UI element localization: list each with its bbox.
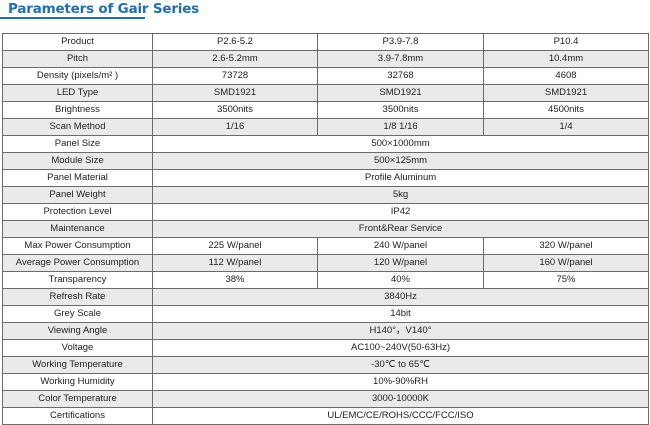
- value-cell: 3.9-7.8mm: [317, 50, 484, 68]
- table-row: Certifications UL/EMC/CE/ROHS/CCC/FCC/ISO: [2, 407, 649, 425]
- table-row: Voltage AC100~240V(50-63Hz): [2, 339, 649, 357]
- title-underline: [0, 17, 145, 19]
- merged-value-cell: 10%-90%RH: [152, 373, 649, 391]
- table-row: Refresh Rate 3840Hz: [2, 288, 649, 306]
- row-label-cell: Viewing Angle: [2, 322, 153, 340]
- row-label-cell: Panel Size: [2, 135, 153, 153]
- row-label-cell: Brightness: [2, 101, 153, 119]
- value-cell: 40%: [317, 271, 484, 289]
- table-row: Average Power Consumption 112 W/panel 120 …: [2, 254, 649, 272]
- header-label-cell: Product: [2, 33, 153, 51]
- merged-value-cell: 500×1000mm: [152, 135, 649, 153]
- row-label-cell: Transparency: [2, 271, 153, 289]
- value-cell: 3500nits: [317, 101, 484, 119]
- value-cell: 225 W/panel: [152, 237, 318, 255]
- merged-value-cell: 3840Hz: [152, 288, 649, 306]
- value-cell: 1/16: [152, 118, 318, 136]
- table-row: Panel Size 500×1000mm: [2, 135, 649, 153]
- value-cell: 4608: [483, 67, 649, 85]
- row-label-cell: LED Type: [2, 84, 153, 102]
- table-row: Grey Scale 14bit: [2, 305, 649, 323]
- merged-value-cell: 500×125mm: [152, 152, 649, 170]
- value-cell: 160 W/panel: [483, 254, 649, 272]
- row-label-cell: Maintenance: [2, 220, 153, 238]
- row-label-cell: Average Power Consumption: [2, 254, 153, 272]
- table-row: Pitch 2.6-5.2mm 3.9-7.8mm 10.4mm: [2, 50, 649, 68]
- table-row: Panel Material Profile Aluminum: [2, 169, 649, 187]
- value-cell: 73728: [152, 67, 318, 85]
- table-row: Color Temperature 3000-10000K: [2, 390, 649, 408]
- row-label-cell: Working Temperature: [2, 356, 153, 374]
- value-cell: 320 W/panel: [483, 237, 649, 255]
- row-label-cell: Certifications: [2, 407, 153, 425]
- row-label-cell: Module Size: [2, 152, 153, 170]
- table-row: Viewing Angle H140°，V140°: [2, 322, 649, 340]
- table-row: Module Size 500×125mm: [2, 152, 649, 170]
- table-row: Panel Weight 5kg: [2, 186, 649, 204]
- merged-value-cell: UL/EMC/CE/ROHS/CCC/FCC/ISO: [152, 407, 649, 425]
- row-label-cell: Scan Method: [2, 118, 153, 136]
- value-cell: SMD1921: [483, 84, 649, 102]
- row-label-cell: Protection Level: [2, 203, 153, 221]
- row-label-cell: Refresh Rate: [2, 288, 153, 306]
- row-label-cell: Max Power Consumption: [2, 237, 153, 255]
- table-row: Maintenance Front&Rear Service: [2, 220, 649, 238]
- row-label-cell: Panel Material: [2, 169, 153, 187]
- value-cell: SMD1921: [152, 84, 318, 102]
- table-header-row: Product P2.6-5.2 P3.9-7.8 P10.4: [2, 33, 649, 51]
- value-cell: 1/8 1/16: [317, 118, 484, 136]
- page-title: Parameters of Gair Series: [8, 1, 200, 17]
- merged-value-cell: IP42: [152, 203, 649, 221]
- table-row: Brightness 3500nits 3500nits 4500nits: [2, 101, 649, 119]
- value-cell: 10.4mm: [483, 50, 649, 68]
- row-label-cell: Working Humidity: [2, 373, 153, 391]
- table-row: Transparency 38% 40% 75%: [2, 271, 649, 289]
- row-label-cell: Panel Weight: [2, 186, 153, 204]
- header-product-cell: P2.6-5.2: [152, 33, 318, 51]
- row-label-cell: Pitch: [2, 50, 153, 68]
- header-product-cell: P10.4: [483, 33, 649, 51]
- value-cell: 2.6-5.2mm: [152, 50, 318, 68]
- table-row: Protection Level IP42: [2, 203, 649, 221]
- merged-value-cell: AC100~240V(50-63Hz): [152, 339, 649, 357]
- value-cell: SMD1921: [317, 84, 484, 102]
- merged-value-cell: 5kg: [152, 186, 649, 204]
- table-row: Scan Method 1/16 1/8 1/16 1/4: [2, 118, 649, 136]
- merged-value-cell: Front&Rear Service: [152, 220, 649, 238]
- value-cell: 112 W/panel: [152, 254, 318, 272]
- table-row: Working Temperature -30℃ to 65℃: [2, 356, 649, 374]
- merged-value-cell: 14bit: [152, 305, 649, 323]
- value-cell: 3500nits: [152, 101, 318, 119]
- value-cell: 38%: [152, 271, 318, 289]
- merged-value-cell: 3000-10000K: [152, 390, 649, 408]
- specifications-table-body: Product P2.6-5.2 P3.9-7.8 P10.4 Pitch 2.6…: [2, 33, 649, 425]
- row-label-cell: Density (pixels/m² ): [2, 67, 153, 85]
- value-cell: 120 W/panel: [317, 254, 484, 272]
- value-cell: 32768: [317, 67, 484, 85]
- value-cell: 1/4: [483, 118, 649, 136]
- row-label-cell: Grey Scale: [2, 305, 153, 323]
- value-cell: 240 W/panel: [317, 237, 484, 255]
- table-row: Max Power Consumption 225 W/panel 240 W/pa…: [2, 237, 649, 255]
- merged-value-cell: H140°，V140°: [152, 322, 649, 340]
- value-cell: 75%: [483, 271, 649, 289]
- specifications-table: Product P2.6-5.2 P3.9-7.8 P10.4 Pitch 2.6…: [2, 33, 649, 425]
- header-product-cell: P3.9-7.8: [317, 33, 484, 51]
- table-row: Density (pixels/m² ) 73728 32768 4608: [2, 67, 649, 85]
- row-label-cell: Color Temperature: [2, 390, 153, 408]
- value-cell: 4500nits: [483, 101, 649, 119]
- merged-value-cell: -30℃ to 65℃: [152, 356, 649, 374]
- row-label-cell: Voltage: [2, 339, 153, 357]
- table-row: LED Type SMD1921 SMD1921 SMD1921: [2, 84, 649, 102]
- merged-value-cell: Profile Aluminum: [152, 169, 649, 187]
- table-row: Working Humidity 10%-90%RH: [2, 373, 649, 391]
